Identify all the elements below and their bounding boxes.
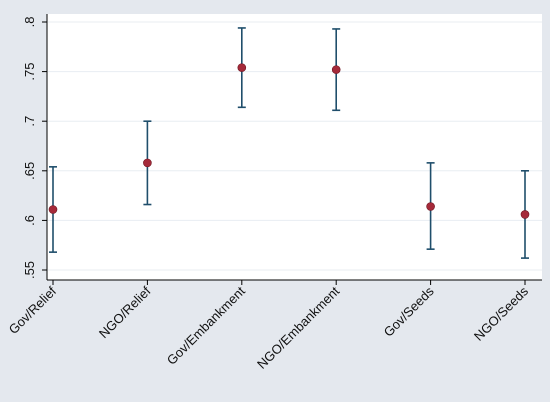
grid-lines (48, 21, 542, 271)
axes (46, 14, 542, 281)
x-tick-label: NGO/Relief (96, 283, 154, 341)
x-tick-label: Gov/Relief (6, 283, 60, 337)
data-point (237, 63, 247, 72)
x-tick-label: Gov/Embankment (164, 283, 248, 367)
x-tick-label: Gov/Seeds (381, 283, 437, 339)
x-ticks: Gov/Relief NGO/Relief Gov/Embankment NGO/Em… (6, 280, 532, 372)
data-points (48, 63, 530, 219)
data-point (520, 210, 530, 219)
y-ticks: .55 .6 .65 .7 .75 .8 (22, 17, 47, 279)
y-tick-label: .7 (22, 116, 37, 127)
data-point (143, 158, 152, 168)
plot-area (47, 14, 542, 280)
x-tick-label: NGO/Seeds (471, 283, 532, 344)
y-tick-label: .8 (22, 17, 37, 28)
y-tick-label: .75 (22, 63, 37, 81)
data-point (331, 65, 341, 74)
data-point (426, 202, 435, 211)
y-tick-label: .6 (22, 215, 37, 226)
y-tick-label: .55 (22, 261, 37, 279)
y-tick-label: .65 (22, 162, 37, 180)
data-point (48, 205, 58, 214)
x-tick-label: NGO/Embankment (254, 283, 343, 372)
